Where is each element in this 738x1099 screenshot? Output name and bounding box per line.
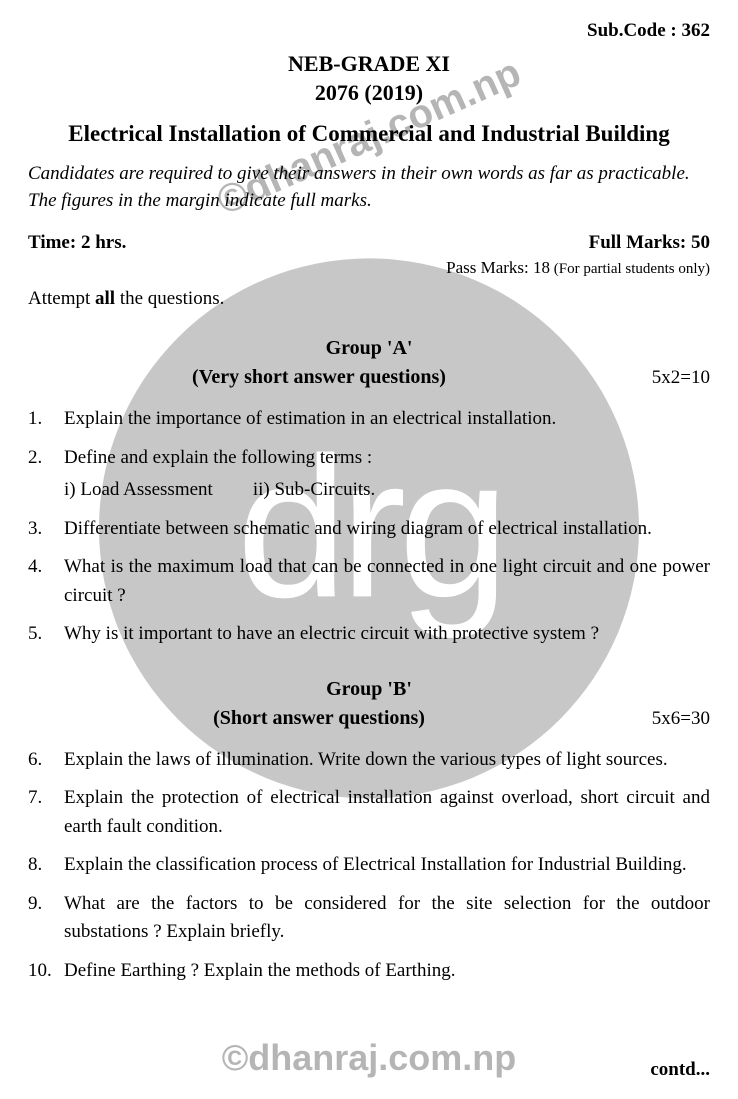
group-a-marks: 5x2=10 (610, 367, 710, 389)
group-a-subtitle: (Very short answer questions) (28, 366, 610, 389)
exam-title: Electrical Installation of Commercial an… (28, 121, 710, 147)
question-1: 1. Explain the importance of estimation … (28, 405, 710, 434)
question-10: 10. Define Earthing ? Explain the method… (28, 957, 710, 986)
question-5: 5. Why is it important to have an electr… (28, 620, 710, 649)
watermark-bottom: ©dhanraj.com.np (222, 1037, 517, 1079)
group-a-title: Group 'A' (28, 334, 710, 362)
question-3: 3. Differentiate between schematic and w… (28, 515, 710, 544)
header-grade: NEB-GRADE XI (28, 50, 710, 79)
full-marks-label: Full Marks: 50 (589, 232, 710, 254)
instructions: Candidates are required to give their an… (28, 161, 710, 214)
time-label: Time: 2 hrs. (28, 232, 126, 254)
sub-code: Sub.Code : 362 (28, 20, 710, 42)
question-8: 8. Explain the classification process of… (28, 851, 710, 880)
question-4: 4. What is the maximum load that can be … (28, 553, 710, 610)
question-6: 6. Explain the laws of illumination. Wri… (28, 746, 710, 775)
question-7: 7. Explain the protection of electrical … (28, 784, 710, 841)
attempt-instruction: Attempt all the questions. (28, 288, 710, 310)
group-b-title: Group 'B' (28, 675, 710, 703)
continued-label: contd... (650, 1059, 710, 1081)
question-9: 9. What are the factors to be considered… (28, 890, 710, 947)
question-2: 2. Define and explain the following term… (28, 444, 710, 505)
group-b-marks: 5x6=30 (610, 708, 710, 730)
header-year: 2076 (2019) (28, 79, 710, 108)
pass-marks: Pass Marks: 18 (For partial students onl… (28, 258, 710, 278)
group-b-subtitle: (Short answer questions) (28, 707, 610, 730)
